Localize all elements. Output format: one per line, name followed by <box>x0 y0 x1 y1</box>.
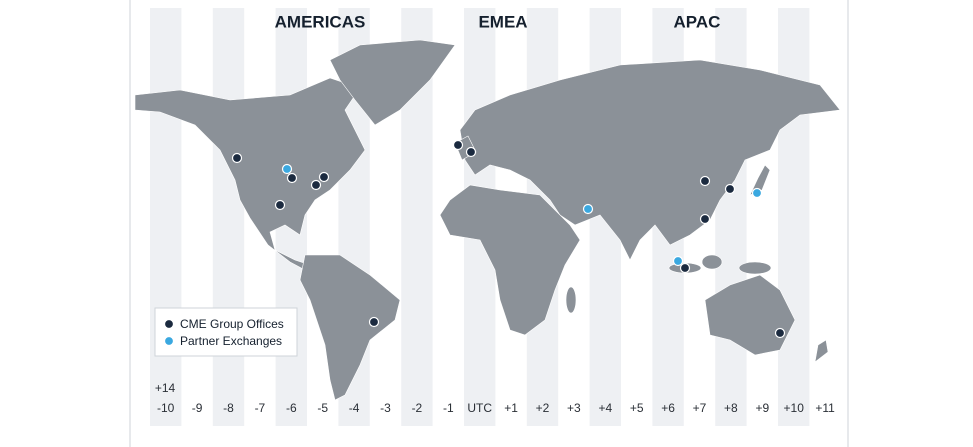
legend-label: CME Group Offices <box>180 317 284 331</box>
time-zone-label: +8 <box>724 401 738 415</box>
time-zone-label: +2 <box>536 401 550 415</box>
africa <box>439 184 581 336</box>
office-dot <box>286 172 298 184</box>
exchange-dot <box>751 187 763 199</box>
office-dot <box>699 175 711 187</box>
time-zone-label: -1 <box>443 401 454 415</box>
region-label: EMEA <box>478 12 527 31</box>
legend-label: Partner Exchanges <box>180 334 282 348</box>
time-zone-label: UTC <box>467 401 492 415</box>
stripe <box>778 8 810 426</box>
stripe <box>150 8 182 426</box>
time-zone-label: +5 <box>630 401 644 415</box>
legend-box <box>154 307 298 357</box>
time-zone-label: -6 <box>286 401 297 415</box>
stripe <box>212 8 245 426</box>
time-zone-label: +3 <box>567 401 581 415</box>
time-zone-label: -2 <box>412 401 423 415</box>
office-dot <box>679 262 691 274</box>
time-zone-label: +1 <box>504 401 518 415</box>
legend-dot <box>163 335 175 347</box>
new-guinea <box>738 261 772 275</box>
time-zone-labels: -10 -9 -8 -7 -6 -5 -4 -3 -2 -1 UTC +1 +2 +3 +4 +5 +6 +7 +8… <box>157 401 835 415</box>
office-dot <box>452 139 464 151</box>
extra-zone-label: +14 <box>155 381 176 395</box>
continents <box>134 39 841 401</box>
south-america <box>299 254 401 401</box>
australia <box>704 274 796 356</box>
time-zone-label: +11 <box>815 401 835 415</box>
legend-dot <box>163 318 175 330</box>
office-dot <box>724 183 736 195</box>
office-dot <box>318 171 330 183</box>
exchange-dot <box>281 163 293 175</box>
office-dot <box>774 327 786 339</box>
time-zone-label: +6 <box>661 401 675 415</box>
eurasia <box>459 59 841 261</box>
borneo <box>701 254 723 270</box>
region-label: AMERICAS <box>275 12 366 31</box>
time-zone-label: +10 <box>784 401 805 415</box>
office-dot <box>368 316 380 328</box>
time-zone-label: -10 <box>157 401 175 415</box>
time-zone-label: -8 <box>223 401 234 415</box>
time-zone-label: -7 <box>255 401 266 415</box>
time-zone-label: -9 <box>192 401 203 415</box>
time-zone-label: -4 <box>349 401 360 415</box>
time-zone-label: +4 <box>598 401 612 415</box>
exchange-dot <box>582 203 594 215</box>
office-dot <box>231 152 243 164</box>
madagascar <box>565 286 577 314</box>
new-zealand <box>814 339 829 363</box>
time-zone-label: -5 <box>317 401 328 415</box>
office-dot <box>465 146 477 158</box>
time-zone-label: -3 <box>380 401 391 415</box>
time-zone-label: +9 <box>755 401 769 415</box>
office-dot <box>310 179 322 191</box>
office-dot <box>699 213 711 225</box>
exchange-dot <box>672 255 684 267</box>
locations <box>231 139 786 339</box>
region-label: APAC <box>674 12 721 31</box>
time-zone-label: +7 <box>693 401 707 415</box>
office-dot <box>274 199 286 211</box>
greenland <box>329 39 456 126</box>
